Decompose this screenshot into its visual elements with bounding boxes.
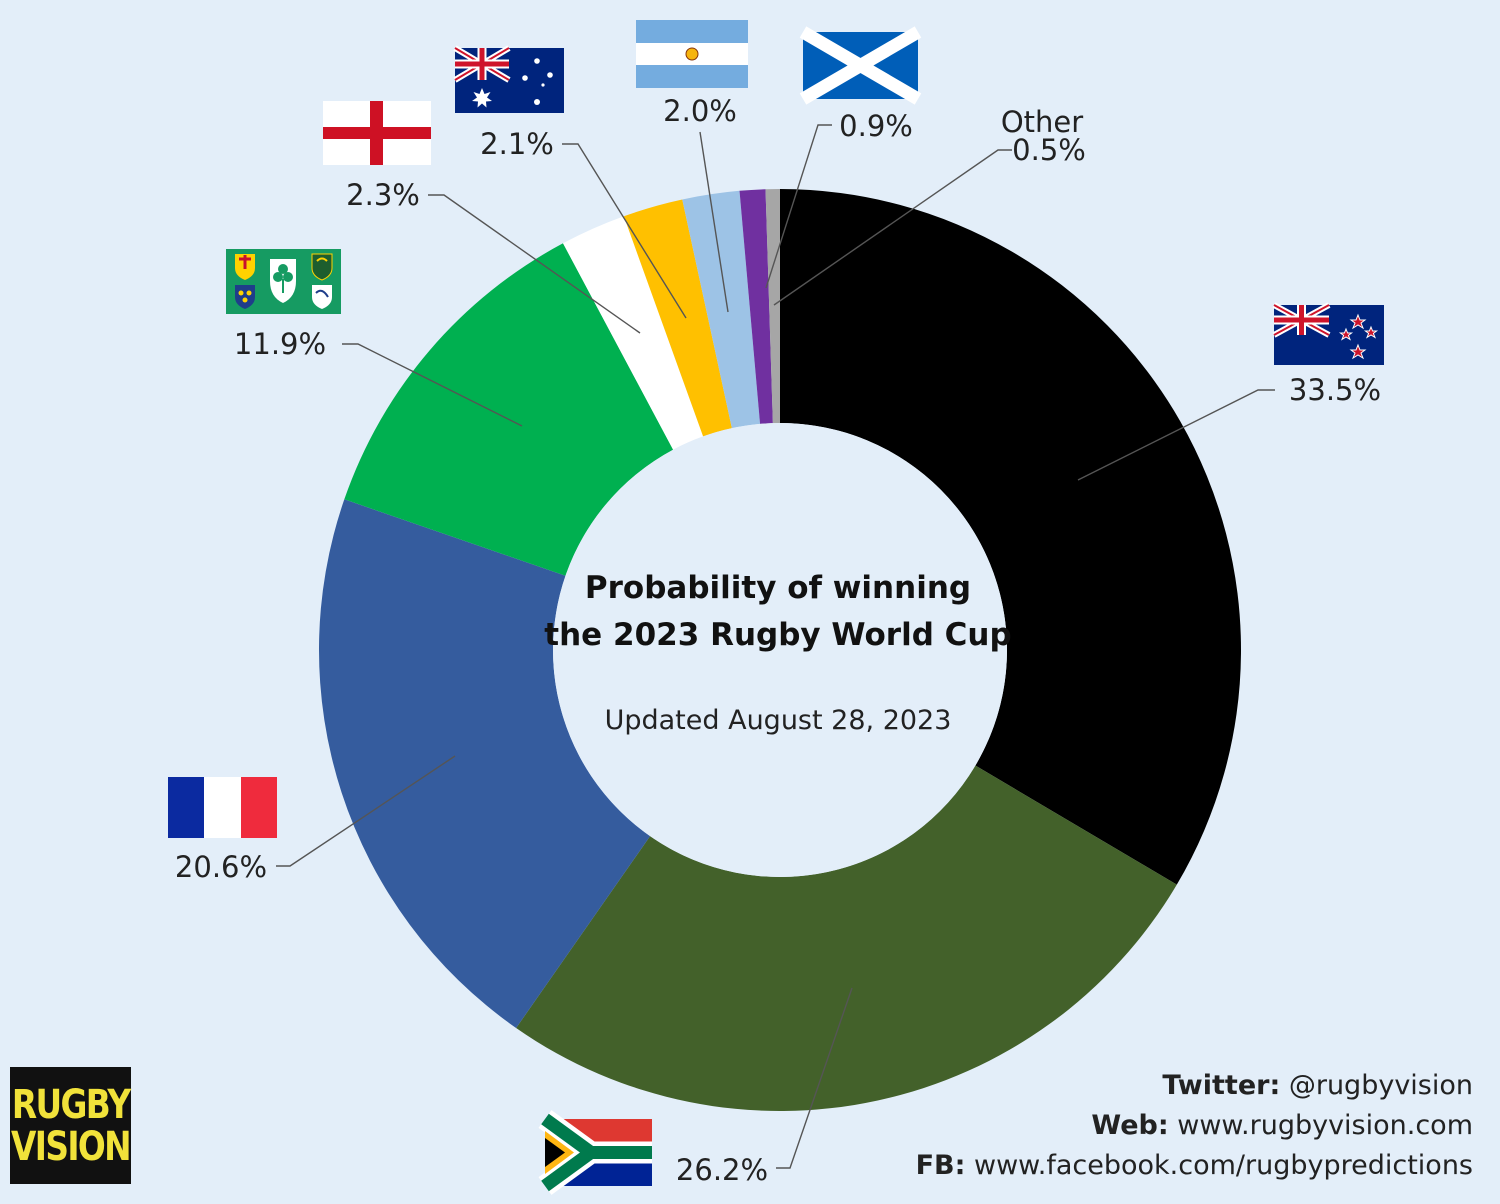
chart-subtitle: Updated August 28, 2023 bbox=[605, 705, 952, 736]
scotland-flag-icon bbox=[799, 26, 922, 105]
chart-title-line-2: the 2023 Rugby World Cup bbox=[544, 617, 1011, 653]
data-label-scotland: 0.9% bbox=[839, 109, 913, 143]
chart-title-line-1: Probability of winning bbox=[585, 570, 971, 606]
leader-line-ireland bbox=[342, 343, 523, 427]
leader-line-france bbox=[276, 755, 456, 867]
data-label-argentina: 2.0% bbox=[663, 94, 737, 128]
ireland-rugby-flag-icon bbox=[226, 249, 341, 314]
credit-web-value: www.rugbyvision.com bbox=[1177, 1110, 1473, 1141]
leader-line-south-africa bbox=[776, 987, 853, 1169]
leader-line-australia bbox=[562, 143, 687, 319]
credit-web: Web: www.rugbyvision.com bbox=[916, 1106, 1473, 1146]
credits: Twitter: @rugbyvision Web: www.rugbyvisi… bbox=[916, 1066, 1473, 1186]
australia-flag-icon bbox=[453, 45, 564, 113]
donut-slice-france bbox=[319, 499, 651, 1028]
credit-web-label: Web: bbox=[1091, 1110, 1169, 1141]
donut-slice-australia bbox=[623, 199, 732, 437]
leader-line-england bbox=[428, 194, 641, 334]
leader-lines bbox=[276, 124, 1275, 1169]
leader-line-argentina bbox=[699, 131, 729, 313]
argentina-flag-icon bbox=[636, 20, 748, 88]
leader-line-other bbox=[773, 149, 1012, 306]
credit-fb-value: www.facebook.com/rugbypredictions bbox=[973, 1150, 1473, 1181]
donut-slice-ireland-rugby bbox=[344, 243, 674, 576]
data-label-other: 0.5% bbox=[1012, 133, 1086, 167]
credit-twitter-value: @rugbyvision bbox=[1288, 1070, 1473, 1101]
data-label-other-name: Other bbox=[1001, 105, 1083, 139]
leader-line-scotland bbox=[765, 124, 832, 289]
credit-fb-label: FB: bbox=[915, 1150, 966, 1181]
data-label-australia: 2.1% bbox=[480, 127, 554, 161]
donut-slice-argentina bbox=[682, 190, 761, 429]
credit-fb: FB: www.facebook.com/rugbypredictions bbox=[916, 1146, 1473, 1186]
leader-line-new-zealand bbox=[1077, 389, 1275, 481]
rugby-vision-logo: RUGBY VISION bbox=[10, 1067, 132, 1184]
donut-slice-england bbox=[563, 216, 704, 450]
donut-slice-scotland bbox=[739, 189, 773, 424]
logo-line-1: RUGBY bbox=[11, 1081, 131, 1128]
donut-slice-south-africa bbox=[516, 765, 1177, 1111]
data-label-ireland: 11.9% bbox=[234, 327, 326, 361]
data-label-england: 2.3% bbox=[346, 178, 420, 212]
data-label-south-africa: 26.2% bbox=[676, 1153, 768, 1187]
credit-twitter: Twitter: @rugbyvision bbox=[916, 1066, 1473, 1106]
south-africa-flag-icon bbox=[538, 1110, 652, 1195]
england-flag-icon bbox=[323, 101, 431, 165]
logo-line-2: VISION bbox=[11, 1123, 132, 1170]
donut-slice-new-zealand bbox=[780, 189, 1242, 885]
credit-twitter-label: Twitter: bbox=[1162, 1070, 1281, 1101]
donut-slices bbox=[319, 189, 1242, 1111]
new-zealand-flag-icon bbox=[1272, 302, 1384, 365]
france-flag-icon bbox=[168, 777, 277, 838]
data-label-france: 20.6% bbox=[175, 850, 267, 884]
donut-hole bbox=[553, 423, 1007, 877]
data-label-new-zealand: 33.5% bbox=[1289, 373, 1381, 407]
donut-slice-other bbox=[765, 189, 780, 424]
